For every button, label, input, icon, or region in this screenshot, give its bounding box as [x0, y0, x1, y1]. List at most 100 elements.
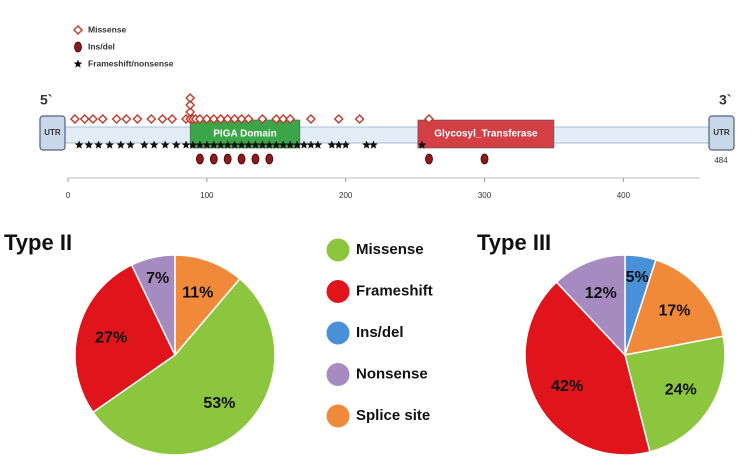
legend-label: Ins/del — [88, 41, 115, 51]
domain — [417, 119, 555, 149]
indel-marker — [209, 153, 218, 165]
legend-label: Frameshift — [356, 282, 433, 299]
missense-marker — [79, 114, 90, 124]
frameshift-marker — [140, 140, 149, 149]
end-label: 5` — [40, 92, 52, 108]
pie-slice — [130, 254, 176, 356]
missense-marker — [278, 114, 289, 124]
legend-icon — [73, 59, 83, 68]
slice-label: 7% — [146, 270, 169, 287]
end-label: 3` — [719, 92, 731, 108]
indel-marker — [480, 153, 489, 165]
frameshift-marker — [223, 140, 232, 149]
length-label: 484 — [714, 156, 728, 165]
missense-marker — [185, 100, 196, 110]
indel-marker — [223, 153, 232, 165]
slice-label: 27% — [95, 329, 127, 346]
pie-slice — [623, 258, 725, 356]
frameshift-marker — [230, 140, 239, 149]
indel-marker — [265, 153, 274, 165]
legend-icon — [74, 41, 82, 53]
frameshift-marker — [299, 140, 309, 149]
missense-marker — [97, 114, 108, 124]
frameshift-marker — [369, 140, 378, 149]
missense-marker — [333, 114, 344, 124]
missense-marker — [229, 114, 240, 124]
frameshift-marker — [209, 140, 219, 149]
missense-marker — [215, 114, 226, 124]
frameshift-marker — [362, 140, 371, 149]
x-tick-label: 200 — [339, 191, 353, 200]
missense-marker — [201, 114, 212, 124]
frameshift-marker — [202, 140, 212, 149]
x-tick-label: 0 — [66, 191, 71, 200]
missense-marker — [167, 114, 178, 124]
legend-swatch — [325, 237, 351, 263]
slice-label: 11% — [182, 284, 213, 301]
utr-label: UTR — [713, 128, 730, 137]
frameshift-marker — [306, 140, 316, 149]
missense-marker — [69, 114, 80, 124]
frameshift-marker — [272, 140, 281, 149]
legend-swatch — [325, 403, 351, 429]
legend-label: Frameshift/nonsense — [88, 58, 174, 68]
frameshift-marker — [285, 140, 295, 149]
indel-marker — [196, 153, 204, 165]
slice-label: 12% — [585, 285, 617, 302]
x-tick-label: 300 — [478, 191, 492, 200]
domain — [189, 119, 301, 149]
missense-marker — [185, 93, 196, 103]
missense-marker — [222, 114, 233, 124]
frameshift-marker — [172, 140, 181, 149]
legend-swatch — [325, 279, 351, 304]
slice-label: 24% — [665, 382, 697, 399]
missense-marker — [146, 114, 157, 124]
protein-backbone — [61, 126, 713, 144]
x-tick-label: 100 — [200, 191, 214, 200]
frameshift-marker — [188, 140, 198, 149]
legend-label: Nonsense — [356, 365, 428, 382]
frameshift-marker — [313, 140, 323, 149]
frameshift-marker — [251, 140, 260, 149]
missense-marker — [157, 114, 168, 124]
missense-marker — [236, 114, 247, 124]
frameshift-marker — [265, 140, 274, 149]
x-tick-label: 400 — [617, 191, 631, 200]
frameshift-marker — [195, 140, 205, 149]
frameshift-marker — [84, 140, 94, 149]
missense-marker — [305, 114, 316, 124]
indel-marker — [251, 153, 260, 165]
missense-marker — [257, 114, 268, 124]
pie-slice — [74, 263, 176, 414]
frameshift-marker — [237, 140, 246, 149]
pie-slice — [555, 254, 626, 357]
legend-label: Splice site — [356, 407, 430, 424]
utr-box — [708, 115, 735, 151]
frameshift-marker — [74, 140, 84, 149]
frameshift-marker — [216, 140, 225, 149]
missense-marker — [243, 114, 254, 124]
pie-title: Type III — [477, 230, 551, 255]
frameshift-marker — [341, 140, 350, 149]
frameshift-marker — [334, 140, 343, 149]
frameshift-marker — [181, 140, 191, 149]
pie-slice — [524, 281, 651, 456]
missense-marker — [194, 114, 205, 124]
missense-marker — [132, 114, 143, 124]
missense-marker — [354, 114, 365, 124]
missense-marker — [208, 114, 219, 124]
utr-label: UTR — [44, 128, 61, 137]
frameshift-marker — [105, 140, 114, 149]
legend-swatch — [325, 320, 351, 346]
frameshift-marker — [292, 140, 302, 149]
frameshift-marker — [94, 140, 103, 149]
slice-label: 42% — [551, 378, 583, 395]
slice-label: 53% — [203, 395, 235, 412]
utr-box — [39, 115, 66, 151]
legend-label: Missense — [356, 241, 424, 258]
frameshift-marker — [417, 140, 427, 149]
legend-label: Missense — [88, 24, 127, 34]
pie-slice — [624, 335, 726, 453]
frameshift-marker — [160, 140, 170, 149]
